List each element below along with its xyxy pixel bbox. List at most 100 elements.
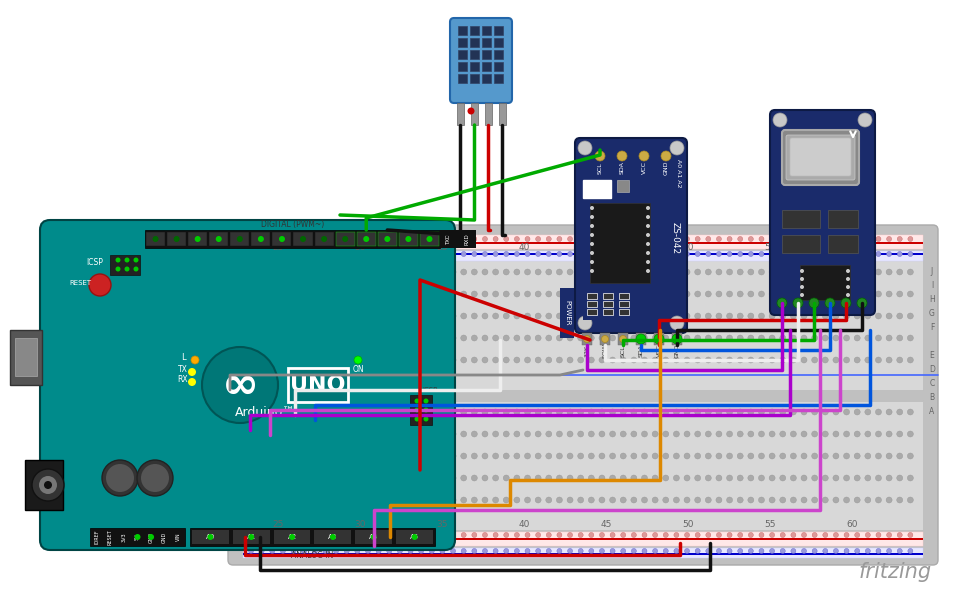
Circle shape: [683, 497, 689, 503]
Circle shape: [885, 532, 891, 538]
Circle shape: [471, 357, 476, 363]
Circle shape: [821, 548, 827, 554]
Circle shape: [630, 269, 637, 275]
Circle shape: [645, 260, 649, 264]
Circle shape: [535, 409, 540, 415]
Circle shape: [472, 251, 476, 257]
Circle shape: [301, 453, 307, 459]
Circle shape: [365, 335, 371, 341]
Circle shape: [673, 453, 679, 459]
Circle shape: [683, 409, 689, 415]
Circle shape: [396, 431, 402, 437]
Circle shape: [396, 269, 402, 275]
Circle shape: [280, 251, 285, 257]
Circle shape: [301, 291, 307, 297]
Circle shape: [896, 357, 902, 363]
Circle shape: [841, 298, 850, 308]
Circle shape: [375, 548, 380, 554]
Circle shape: [342, 236, 348, 242]
Circle shape: [875, 475, 881, 481]
Circle shape: [726, 269, 732, 275]
Circle shape: [747, 431, 753, 437]
Circle shape: [630, 475, 637, 481]
Bar: [274, 530, 310, 544]
Bar: [827, 210, 857, 228]
Circle shape: [279, 431, 286, 437]
Bar: [470, 50, 478, 59]
Circle shape: [278, 236, 285, 242]
Circle shape: [545, 269, 551, 275]
Circle shape: [472, 236, 476, 242]
Circle shape: [439, 431, 445, 437]
Circle shape: [801, 357, 806, 363]
Circle shape: [694, 431, 700, 437]
Circle shape: [524, 548, 530, 554]
Circle shape: [248, 269, 253, 275]
Bar: [617, 180, 628, 192]
Circle shape: [747, 409, 753, 415]
Circle shape: [545, 313, 551, 319]
Circle shape: [301, 475, 307, 481]
Text: 60: 60: [845, 242, 857, 251]
Circle shape: [704, 475, 711, 481]
Bar: [243, 538, 923, 540]
Circle shape: [588, 357, 594, 363]
Circle shape: [842, 453, 849, 459]
Circle shape: [386, 335, 392, 341]
Circle shape: [503, 453, 509, 459]
Text: A2: A2: [287, 534, 296, 540]
Circle shape: [768, 357, 774, 363]
Bar: [145, 230, 439, 248]
Text: 50: 50: [681, 520, 693, 529]
Circle shape: [365, 431, 371, 437]
Circle shape: [375, 357, 381, 363]
Circle shape: [789, 269, 796, 275]
Circle shape: [258, 313, 264, 319]
Circle shape: [684, 236, 689, 242]
Circle shape: [792, 298, 802, 308]
Bar: [395, 530, 433, 544]
Circle shape: [801, 335, 806, 341]
Circle shape: [472, 548, 476, 554]
Circle shape: [450, 431, 456, 437]
Circle shape: [779, 313, 785, 319]
Circle shape: [248, 236, 253, 242]
Circle shape: [514, 251, 518, 257]
Circle shape: [270, 251, 274, 257]
Circle shape: [726, 236, 731, 242]
Circle shape: [567, 532, 572, 538]
Circle shape: [375, 453, 381, 459]
Circle shape: [365, 532, 370, 538]
Circle shape: [896, 291, 902, 297]
Circle shape: [248, 431, 253, 437]
Circle shape: [801, 475, 806, 481]
Circle shape: [355, 532, 359, 538]
Circle shape: [106, 464, 133, 492]
Bar: [419, 232, 438, 246]
Circle shape: [545, 291, 551, 297]
Circle shape: [567, 548, 572, 554]
Circle shape: [481, 291, 487, 297]
Text: 35: 35: [436, 520, 447, 529]
Circle shape: [365, 497, 371, 503]
Bar: [356, 232, 375, 246]
Circle shape: [588, 409, 594, 415]
Circle shape: [503, 313, 509, 319]
Circle shape: [716, 548, 720, 554]
Circle shape: [618, 336, 626, 343]
Circle shape: [768, 453, 774, 459]
Circle shape: [259, 251, 264, 257]
Circle shape: [343, 497, 350, 503]
Circle shape: [790, 532, 795, 538]
Circle shape: [821, 357, 827, 363]
Circle shape: [832, 431, 838, 437]
Circle shape: [429, 548, 434, 554]
Circle shape: [645, 251, 649, 255]
Circle shape: [460, 532, 466, 538]
Circle shape: [259, 532, 264, 538]
Circle shape: [737, 431, 742, 437]
Circle shape: [503, 497, 509, 503]
Circle shape: [589, 260, 594, 264]
Circle shape: [779, 357, 785, 363]
Circle shape: [631, 532, 636, 538]
